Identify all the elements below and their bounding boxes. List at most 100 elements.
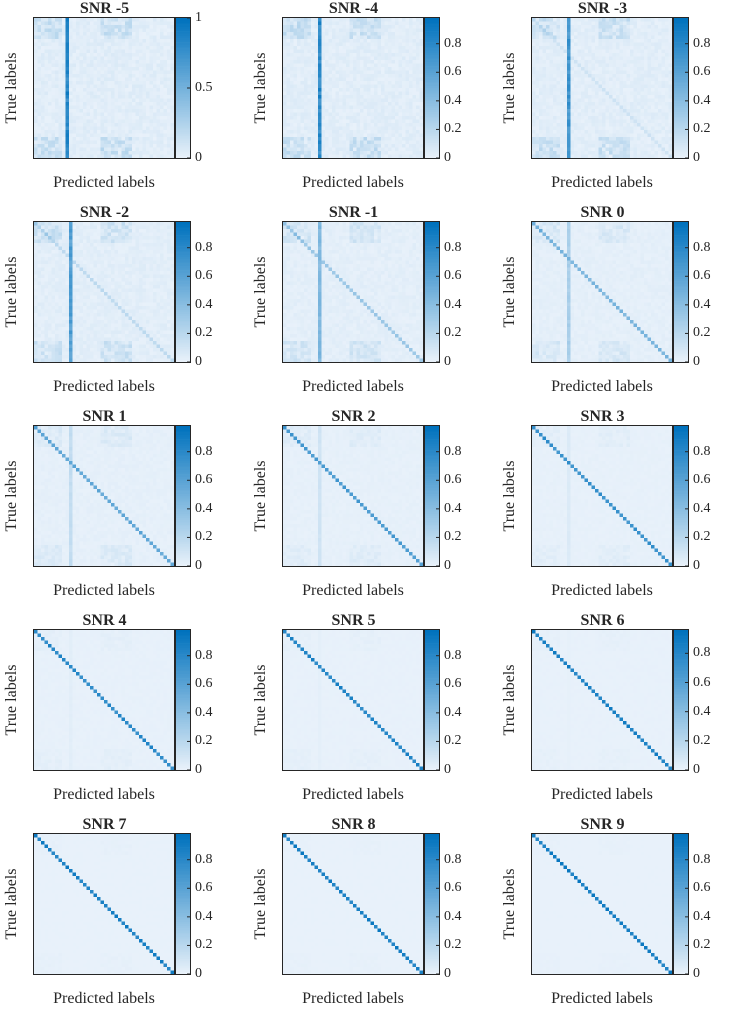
heatmap-cell xyxy=(308,85,312,89)
heatmap-cell xyxy=(150,85,154,89)
heatmap-cell xyxy=(101,144,105,148)
heatmap-cell xyxy=(318,60,322,64)
heatmap-cell xyxy=(609,64,613,68)
heatmap-cell xyxy=(290,151,294,155)
heatmap-cell xyxy=(346,99,350,103)
heatmap-cell xyxy=(641,144,645,148)
heatmap-cell xyxy=(45,29,49,33)
heatmap-cell xyxy=(553,36,557,40)
heatmap-cell xyxy=(378,116,382,120)
heatmap-cell xyxy=(364,71,368,75)
heatmap-cell xyxy=(385,130,389,134)
x-axis-label: Predicted labels xyxy=(503,174,701,192)
heatmap-cell xyxy=(560,39,564,43)
heatmap-cell xyxy=(52,123,56,127)
heatmap-cell xyxy=(329,85,333,89)
heatmap-cell xyxy=(385,36,389,40)
heatmap-cell xyxy=(339,53,343,57)
heatmap-cell xyxy=(374,120,378,124)
heatmap-cell xyxy=(118,130,122,134)
heatmap-cell xyxy=(658,113,662,117)
heatmap-cell xyxy=(350,155,354,159)
heatmap-cell xyxy=(52,29,56,33)
colorbar-segment xyxy=(176,95,190,97)
heatmap-cell xyxy=(630,151,634,155)
heatmap-cell xyxy=(108,53,112,57)
heatmap-cell xyxy=(585,46,589,50)
heatmap-cell xyxy=(52,64,56,68)
heatmap-cell xyxy=(616,141,620,145)
heatmap-cell xyxy=(283,81,287,85)
heatmap-cell xyxy=(413,127,417,131)
heatmap-cell xyxy=(641,32,645,36)
heatmap-cell xyxy=(160,106,164,110)
heatmap-cell xyxy=(353,116,357,120)
heatmap-cell xyxy=(409,130,413,134)
heatmap-cell xyxy=(346,148,350,152)
heatmap-cell xyxy=(539,60,543,64)
heatmap-cell xyxy=(627,123,631,127)
heatmap-cell xyxy=(129,155,133,159)
heatmap-cell xyxy=(648,18,652,22)
heatmap-cell xyxy=(52,151,56,155)
heatmap-cell xyxy=(115,144,119,148)
heatmap-cell xyxy=(322,78,326,82)
heatmap-cell xyxy=(416,50,420,54)
heatmap-cell xyxy=(294,85,298,89)
heatmap-cell xyxy=(578,60,582,64)
heatmap-cell xyxy=(406,57,410,61)
heatmap-cell xyxy=(336,36,340,40)
heatmap-cell xyxy=(153,85,157,89)
heatmap-cell xyxy=(606,46,610,50)
heatmap-cell xyxy=(578,22,582,26)
panel-title: SNR -5 xyxy=(11,0,198,18)
heatmap-cell xyxy=(160,137,164,141)
heatmap-cell xyxy=(41,25,45,29)
heatmap-cell xyxy=(129,32,133,36)
heatmap-cell xyxy=(651,148,655,152)
heatmap-cell xyxy=(294,71,298,75)
heatmap-cell xyxy=(413,95,417,99)
heatmap-cell xyxy=(118,144,122,148)
heatmap-cell xyxy=(630,127,634,131)
heatmap-cell xyxy=(294,78,298,82)
heatmap-cell xyxy=(164,99,168,103)
heatmap-cell xyxy=(304,92,308,96)
heatmap-cell xyxy=(146,39,150,43)
heatmap-cell xyxy=(167,85,171,89)
heatmap-cell xyxy=(325,22,329,26)
heatmap-cell xyxy=(599,53,603,57)
heatmap-cell xyxy=(388,60,392,64)
heatmap-cell xyxy=(367,64,371,68)
heatmap-cell xyxy=(399,18,403,22)
heatmap-cell xyxy=(364,123,368,127)
heatmap-cell xyxy=(80,74,84,78)
heatmap-cell xyxy=(644,25,648,29)
heatmap-cell xyxy=(171,99,175,103)
heatmap-cell xyxy=(357,106,361,110)
heatmap-cell xyxy=(167,144,171,148)
heatmap-cell xyxy=(136,32,140,36)
heatmap-cell xyxy=(409,85,413,89)
heatmap-cell xyxy=(578,18,582,22)
heatmap-cell xyxy=(595,151,599,155)
heatmap-cell xyxy=(546,141,550,145)
heatmap-cell xyxy=(623,99,627,103)
heatmap-cell xyxy=(301,29,305,33)
heatmap-cell xyxy=(395,88,399,92)
heatmap-cell xyxy=(409,109,413,113)
heatmap-cell xyxy=(360,102,364,106)
heatmap-cell xyxy=(353,39,357,43)
colorbar-segment xyxy=(176,60,190,62)
colorbar-segment xyxy=(425,143,439,145)
heatmap-cell xyxy=(367,123,371,127)
heatmap-cell xyxy=(97,29,101,33)
heatmap-cell xyxy=(655,144,659,148)
heatmap-cell xyxy=(571,151,575,155)
heatmap-cell xyxy=(111,116,115,120)
heatmap-cell xyxy=(153,29,157,33)
heatmap-cell xyxy=(367,25,371,29)
heatmap-cell xyxy=(532,137,536,141)
heatmap-cell xyxy=(297,29,301,33)
heatmap-cell xyxy=(560,92,564,96)
